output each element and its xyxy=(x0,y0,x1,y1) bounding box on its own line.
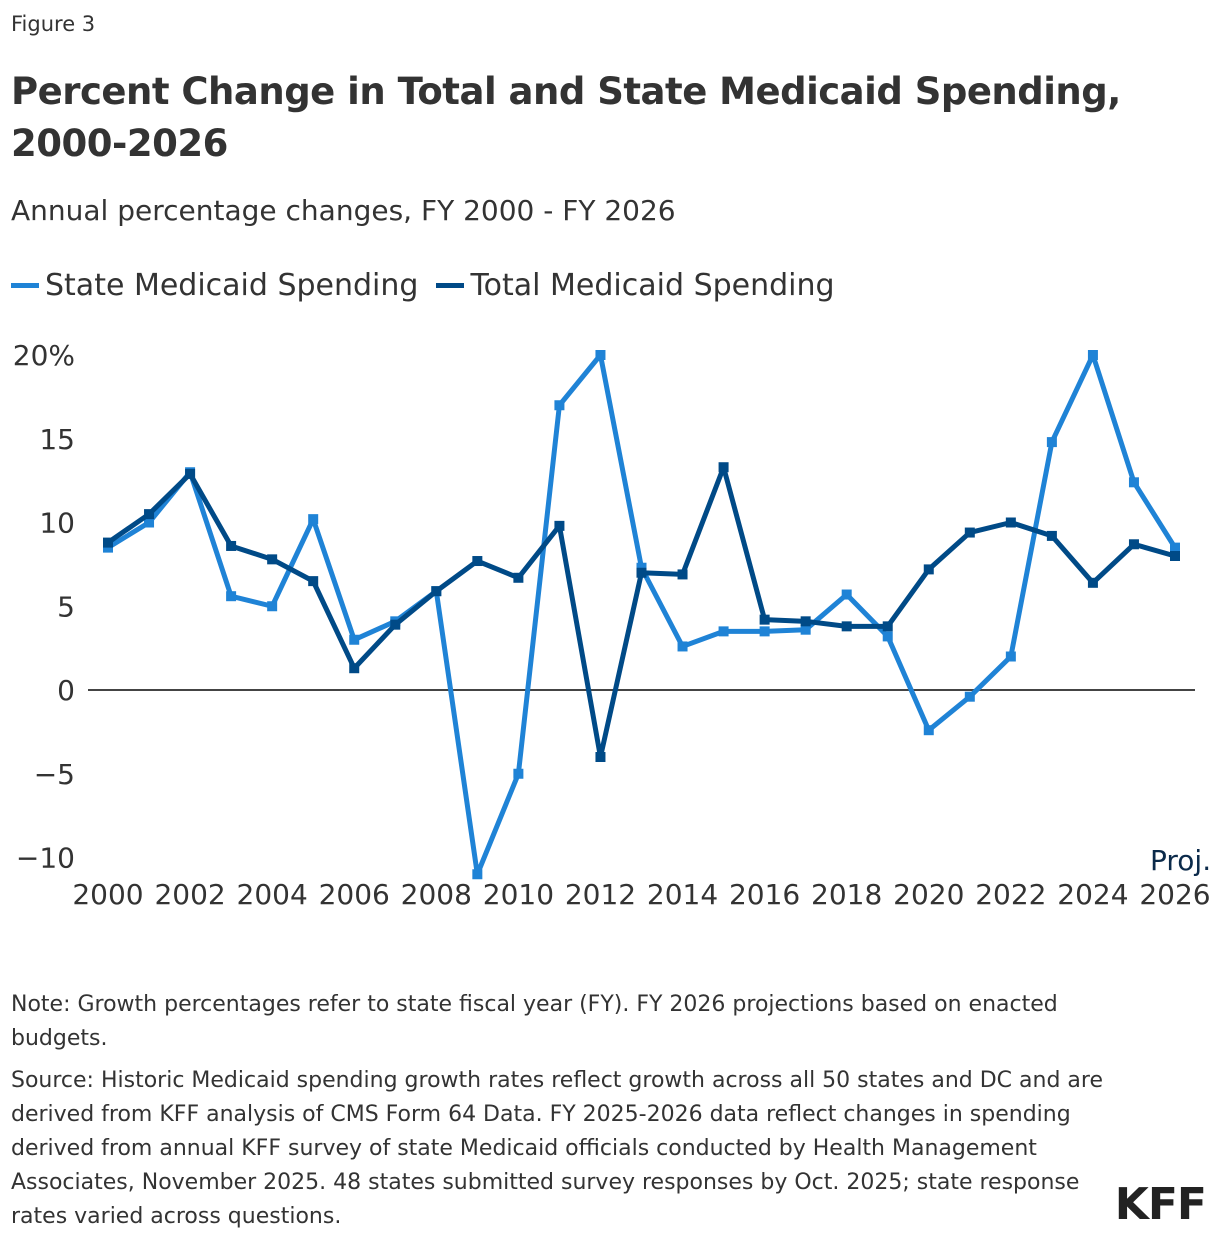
data-point xyxy=(923,564,934,575)
data-point xyxy=(759,614,770,625)
x-tick-label: 2024 xyxy=(1057,878,1128,911)
data-point xyxy=(800,616,811,627)
data-point xyxy=(759,626,770,637)
data-point xyxy=(636,562,647,573)
data-point xyxy=(554,400,565,411)
data-point xyxy=(841,589,852,600)
notes: Note: Growth percentages refer to state … xyxy=(11,988,1111,1242)
series-line xyxy=(106,352,1178,877)
data-point xyxy=(226,591,237,602)
data-point xyxy=(103,542,113,553)
data-point xyxy=(800,624,811,635)
legend-item-total[interactable]: Total Medicaid Spending xyxy=(436,268,835,303)
data-point xyxy=(841,621,852,632)
data-point xyxy=(349,634,360,645)
x-tick-label: 2010 xyxy=(483,878,554,911)
data-point xyxy=(144,509,155,520)
x-tick-label: 2012 xyxy=(565,878,636,911)
data-point xyxy=(1087,577,1098,588)
data-point xyxy=(718,462,729,473)
y-tick-label: 0 xyxy=(57,674,75,707)
x-tick-label: 2004 xyxy=(237,878,308,911)
figure-label: Figure 3 xyxy=(11,12,96,36)
data-point xyxy=(513,768,524,779)
data-point xyxy=(267,601,278,612)
data-point xyxy=(677,641,688,652)
data-point xyxy=(308,514,319,525)
x-tick-label: 2020 xyxy=(893,878,964,911)
legend: State Medicaid Spending Total Medicaid S… xyxy=(11,268,835,303)
y-tick-label: −10 xyxy=(16,842,75,875)
data-point xyxy=(882,621,893,632)
data-point xyxy=(554,520,565,531)
y-tick-label: 20% xyxy=(13,339,75,372)
chart-subtitle: Annual percentage changes, FY 2000 - FY … xyxy=(11,194,676,227)
legend-label-total: Total Medicaid Spending xyxy=(470,268,835,303)
data-point xyxy=(718,626,729,637)
data-point xyxy=(595,350,606,360)
chart-title: Percent Change in Total and State Medica… xyxy=(11,70,1121,165)
y-tick-label: 15 xyxy=(39,423,75,456)
series-total xyxy=(103,462,1180,762)
data-point xyxy=(390,619,401,630)
legend-label-state: State Medicaid Spending xyxy=(45,268,419,303)
data-point xyxy=(1046,437,1057,448)
series-state xyxy=(103,350,1180,880)
data-point xyxy=(472,869,483,880)
data-point xyxy=(923,725,934,736)
series-line xyxy=(106,464,1176,760)
data-point xyxy=(636,567,647,578)
data-point xyxy=(226,540,237,551)
data-point xyxy=(144,517,155,528)
data-point xyxy=(431,586,442,597)
legend-swatch-state xyxy=(11,283,39,288)
x-tick-label: 2026 xyxy=(1139,878,1210,911)
legend-swatch-total xyxy=(436,283,465,288)
data-point xyxy=(1128,539,1139,550)
x-tick-label: 2022 xyxy=(975,878,1046,911)
legend-item-state[interactable]: State Medicaid Spending xyxy=(11,268,418,303)
data-point xyxy=(882,631,893,642)
note-text: Note: Growth percentages refer to state … xyxy=(11,992,1058,1051)
x-tick-label: 2008 xyxy=(401,878,472,911)
data-point xyxy=(964,527,975,538)
y-tick-label: 5 xyxy=(57,590,75,623)
data-point xyxy=(103,537,113,548)
x-tick-label: 2016 xyxy=(729,878,800,911)
data-point xyxy=(964,691,975,702)
data-point xyxy=(1046,530,1057,541)
data-point xyxy=(1087,350,1098,360)
data-point xyxy=(1170,551,1180,561)
x-tick-label: 2002 xyxy=(154,878,225,911)
projection-annotation: Proj. xyxy=(1150,844,1211,877)
source-text: Source: Historic Medicaid spending growt… xyxy=(11,1068,1103,1229)
x-tick-label: 2006 xyxy=(319,878,390,911)
data-point xyxy=(677,569,688,580)
data-point xyxy=(308,576,319,587)
x-tick-label: 2014 xyxy=(647,878,718,911)
x-tick-label: 2000 xyxy=(72,878,143,911)
data-point xyxy=(595,752,606,762)
data-point xyxy=(349,663,360,674)
x-tick-label: 2018 xyxy=(811,878,882,911)
data-point xyxy=(1005,651,1016,662)
kff-logo: KFF xyxy=(1114,1179,1207,1230)
data-point xyxy=(1170,542,1180,553)
y-tick-label: −5 xyxy=(34,758,75,791)
data-point xyxy=(185,468,196,479)
data-point xyxy=(1128,477,1139,488)
data-point xyxy=(513,572,524,583)
y-tick-label: 10 xyxy=(39,507,75,540)
data-point xyxy=(1005,517,1016,528)
data-point xyxy=(472,556,483,567)
data-point xyxy=(267,554,278,565)
